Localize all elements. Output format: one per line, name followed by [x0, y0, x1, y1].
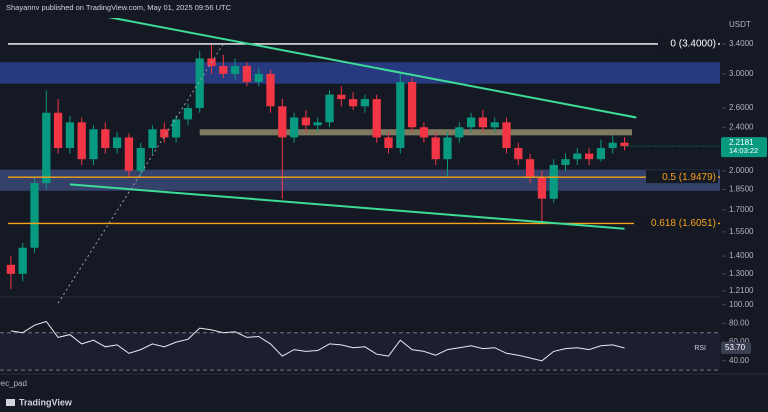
candle-body	[148, 129, 157, 149]
candle-body	[301, 117, 311, 126]
y-tick-label: 2.4000	[729, 122, 754, 131]
candle-body	[561, 159, 570, 165]
level-label: 0 (3.4000)	[670, 39, 716, 50]
rsi-tag	[721, 341, 751, 354]
candle-body	[30, 183, 39, 248]
x-tick-label: Dec_pad	[0, 379, 27, 388]
rsi-band	[0, 332, 720, 371]
candle-body	[219, 66, 228, 74]
candle-body	[171, 119, 181, 138]
rsi-tick-label: 40.00	[729, 356, 750, 365]
rsi-pane: RSI	[0, 320, 720, 371]
last-price-tag	[721, 137, 767, 158]
candle-body	[549, 164, 558, 199]
candle-body	[6, 264, 16, 274]
y-tick-label: 1.3000	[729, 269, 754, 278]
candle-body	[466, 117, 476, 128]
candle-body	[112, 137, 122, 149]
candle-body	[242, 66, 252, 83]
header: Shayannv published on TradingView.com, M…	[6, 3, 232, 12]
y-tick-label: 2.0000	[729, 166, 754, 175]
logo-icon	[6, 399, 15, 406]
candle-body	[443, 137, 452, 160]
y-tick-label: 1.7000	[729, 205, 754, 214]
zone	[199, 129, 632, 136]
trendline	[57, 43, 224, 304]
y-tick-label: 1.5500	[729, 227, 754, 236]
candle-body	[289, 117, 299, 138]
level-label: 0.618 (1.6051)	[651, 218, 716, 229]
candle-body	[537, 176, 547, 199]
candle-body	[18, 247, 27, 274]
candle-body	[325, 94, 334, 123]
candle-body	[596, 148, 606, 160]
candle-body	[419, 127, 429, 138]
level-label-bg	[646, 170, 718, 184]
candle-body	[514, 148, 523, 160]
candle-body	[77, 122, 86, 160]
candle-body	[195, 58, 204, 109]
price-pane	[0, 43, 720, 290]
footer: TradingView	[19, 397, 73, 407]
trendline	[69, 183, 625, 230]
countdown: 14:03:22	[729, 146, 758, 155]
candle-body	[124, 137, 134, 171]
y-tick-label: 1.8500	[729, 185, 754, 194]
candle-body	[313, 122, 322, 126]
candle-body	[160, 129, 169, 138]
candle-body	[372, 99, 381, 138]
candle-body	[42, 112, 51, 184]
candle-body	[348, 99, 358, 107]
last-price: 2.2181	[729, 138, 754, 147]
axes: Dec_pad 1.2100 1.3000 1.4000 1.5500 1.7000 1.8…	[0, 36, 767, 388]
candle-body	[136, 148, 145, 171]
candle-body	[502, 122, 511, 149]
candle-body	[384, 137, 393, 149]
rsi-line	[10, 320, 625, 362]
candle-body	[230, 66, 240, 74]
candle-body	[573, 153, 582, 160]
candle-body	[455, 127, 464, 138]
candle-body	[584, 153, 594, 160]
candle-body	[407, 82, 417, 128]
rsi-tick-label: 100.00	[729, 300, 754, 309]
candle-body	[278, 106, 287, 138]
candle-body	[490, 122, 499, 128]
footer-logo: TradingView	[6, 397, 73, 407]
candle-body	[620, 142, 629, 147]
candle-body	[254, 73, 263, 83]
candle-body	[431, 137, 440, 160]
rsi-name: RSI	[694, 345, 706, 352]
overlay	[57, 18, 637, 304]
candle-body	[183, 108, 193, 120]
y-tick-label: 1.4000	[729, 251, 754, 260]
rsi-tick-label: 80.00	[729, 318, 750, 327]
level-label-bg	[658, 36, 718, 50]
y-tick-label: 3.0000	[729, 69, 754, 78]
zone	[0, 62, 720, 84]
level-label: 0.5 (1.9479)	[662, 172, 716, 183]
candle-body	[101, 129, 110, 149]
candle-body	[65, 122, 75, 149]
level-label-bg	[634, 216, 718, 230]
candle-body	[608, 142, 617, 149]
rsi-value: 53.70	[725, 343, 746, 352]
candle-body	[89, 129, 98, 160]
candle-body	[337, 94, 346, 100]
y-tick-label: 1.2100	[729, 286, 754, 295]
candle-body	[396, 82, 405, 149]
candle-body	[525, 159, 535, 177]
candle-body	[53, 112, 63, 149]
trendline	[107, 18, 637, 119]
candle-body	[360, 99, 370, 107]
currency: USDT	[729, 20, 751, 29]
candle-body	[266, 73, 275, 107]
candle-body	[478, 117, 488, 128]
y-tick-label: 2.6000	[729, 103, 754, 112]
rsi-tick-label: 60.00	[729, 337, 750, 346]
y-tick-label: 3.4000	[729, 39, 754, 48]
